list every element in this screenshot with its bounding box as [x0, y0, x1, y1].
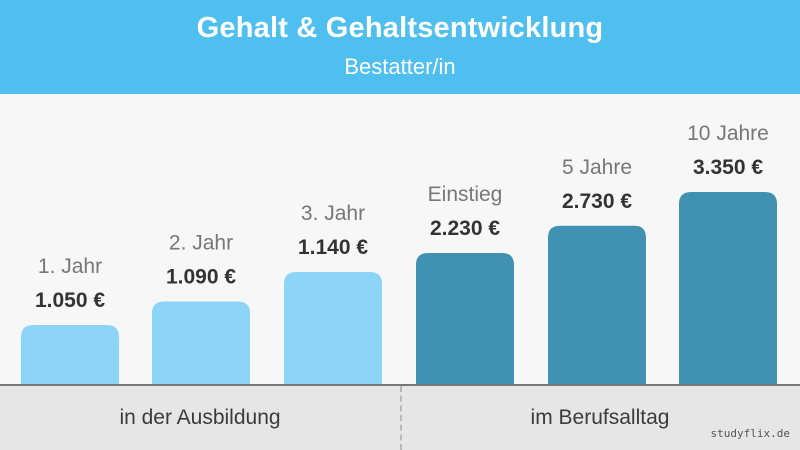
- value-label-5: 2.730 €: [562, 190, 632, 213]
- chart-title: Gehalt & Gehaltsentwicklung: [196, 12, 604, 44]
- group-footer: in der Ausbildung im Berufsalltag: [0, 386, 800, 450]
- value-label-1: 1.050 €: [35, 289, 105, 312]
- category-label-1: 1. Jahr: [38, 255, 102, 278]
- category-label-6: 10 Jahre: [687, 122, 769, 145]
- chart-header: Gehalt & Gehaltsentwicklung Bestatter/in: [0, 0, 800, 94]
- category-label-4: Einstieg: [428, 183, 503, 206]
- value-label-3: 1.140 €: [298, 236, 368, 259]
- bar-1: [21, 325, 119, 385]
- category-label-3: 3. Jahr: [301, 202, 365, 225]
- bar-3: [284, 272, 382, 385]
- value-label-6: 3.350 €: [693, 156, 763, 179]
- bar-6: [679, 192, 777, 385]
- category-label-2: 2. Jahr: [169, 231, 233, 254]
- group-label-career: im Berufsalltag: [530, 406, 670, 429]
- value-label-2: 1.090 €: [166, 265, 236, 288]
- group-divider: [400, 386, 402, 450]
- category-label-5: 5 Jahre: [562, 156, 632, 179]
- bar-4: [416, 253, 514, 385]
- value-label-4: 2.230 €: [430, 217, 500, 240]
- bar-5: [548, 225, 646, 385]
- chart-subtitle: Bestatter/in: [344, 54, 456, 79]
- bar-2: [152, 301, 250, 385]
- watermark: studyflix.de: [710, 427, 790, 440]
- group-label-training: in der Ausbildung: [119, 406, 281, 429]
